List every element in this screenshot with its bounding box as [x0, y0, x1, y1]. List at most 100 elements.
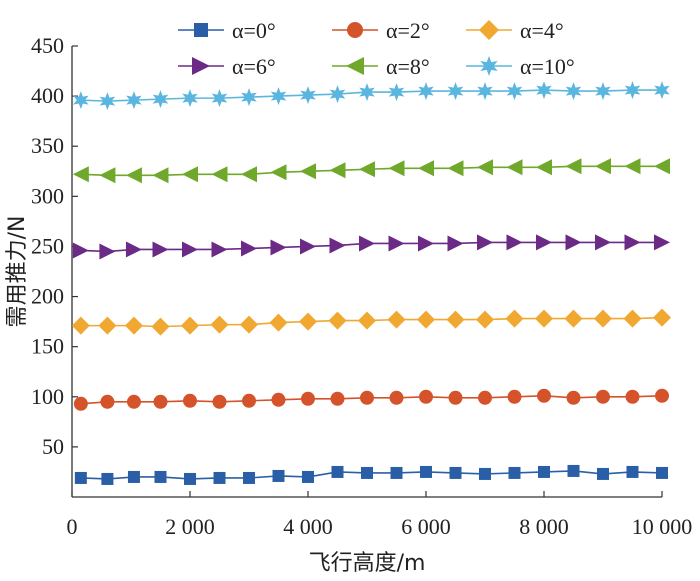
data-point	[477, 159, 493, 176]
data-point	[595, 158, 611, 175]
data-point	[154, 470, 167, 483]
data-point	[447, 235, 464, 252]
data-point	[418, 235, 434, 252]
data-point	[594, 309, 612, 328]
data-point	[98, 316, 117, 335]
data-point	[182, 89, 198, 108]
data-point	[101, 472, 114, 485]
data-point	[194, 23, 208, 37]
series-triangle-right	[72, 234, 670, 260]
data-point	[417, 310, 435, 329]
axes: 50 100 150 200 250 300 350 400 450 0 2 000 4 000 6 0…	[31, 33, 692, 539]
data-point	[420, 465, 432, 478]
y-tick-label: 100	[31, 384, 64, 409]
data-point	[624, 158, 641, 175]
data-point	[300, 163, 316, 180]
data-point	[626, 465, 639, 478]
data-point	[329, 162, 346, 179]
data-point	[596, 389, 610, 404]
series-layer	[71, 81, 671, 485]
data-point	[330, 391, 345, 406]
data-point	[300, 238, 316, 255]
data-point	[536, 234, 552, 251]
series-square	[74, 464, 668, 485]
data-point	[241, 166, 257, 183]
data-point	[127, 470, 140, 483]
data-point	[360, 390, 374, 405]
data-point	[477, 234, 493, 251]
data-point	[210, 315, 229, 334]
data-point	[126, 91, 142, 110]
data-point	[655, 388, 669, 403]
data-point	[480, 56, 498, 76]
data-point	[564, 309, 583, 328]
data-point	[152, 241, 169, 258]
data-point	[99, 243, 116, 260]
data-point	[654, 81, 670, 100]
data-point	[389, 390, 404, 405]
data-point	[479, 467, 491, 480]
data-point	[358, 311, 376, 330]
data-point	[653, 308, 671, 327]
x-tick-label: 0	[67, 514, 78, 539]
x-tick-label: 2 000	[165, 514, 215, 539]
data-point	[507, 389, 522, 404]
data-point	[624, 81, 641, 100]
legend-item: α=10°	[466, 54, 575, 79]
data-point	[506, 82, 523, 101]
data-point	[388, 160, 405, 177]
data-point	[476, 310, 494, 329]
data-point	[418, 160, 434, 177]
data-point	[359, 161, 375, 178]
data-point	[595, 234, 611, 251]
data-point	[536, 81, 552, 100]
y-tick-label: 300	[31, 183, 64, 208]
data-point	[478, 390, 492, 405]
data-point	[477, 82, 493, 101]
series-star	[73, 81, 670, 111]
legend-label: α=6°	[232, 54, 276, 79]
data-point	[73, 91, 89, 110]
y-tick-label: 50	[42, 434, 64, 459]
data-point	[125, 167, 142, 184]
x-tick-label: 4 000	[283, 514, 333, 539]
data-point	[151, 317, 170, 336]
data-point	[301, 391, 315, 406]
data-point	[99, 92, 116, 111]
data-point	[152, 167, 169, 184]
data-point	[624, 234, 641, 251]
series-triangle-left	[72, 158, 670, 184]
data-point	[328, 311, 347, 330]
data-point	[595, 82, 611, 101]
y-tick-label: 150	[31, 334, 64, 359]
data-point	[184, 472, 196, 485]
data-point	[241, 240, 257, 257]
data-point	[73, 396, 88, 411]
data-point	[656, 466, 668, 479]
data-point	[654, 234, 670, 251]
data-point	[74, 471, 87, 484]
x-tick-label: 6 000	[401, 514, 451, 539]
series-diamond	[71, 308, 671, 336]
legend-item: α=2°	[332, 18, 430, 43]
data-point	[212, 394, 227, 409]
x-axis-title: 飞行高度/m	[309, 551, 426, 576]
data-point	[346, 57, 364, 75]
data-point	[654, 158, 670, 175]
data-point	[272, 469, 285, 482]
legend-item: α=4°	[466, 18, 564, 43]
data-point	[419, 389, 433, 404]
data-point	[331, 465, 344, 478]
legend-item: α=8°	[332, 54, 430, 79]
data-point	[387, 310, 406, 329]
data-point	[479, 20, 499, 40]
data-point	[567, 464, 580, 477]
data-point	[448, 390, 463, 405]
data-point	[153, 394, 168, 409]
data-point	[99, 167, 116, 184]
y-axis-title: 需用推力/N	[5, 216, 30, 328]
data-point	[390, 466, 403, 479]
data-point	[182, 166, 198, 183]
data-point	[125, 241, 142, 258]
data-point	[329, 237, 346, 254]
